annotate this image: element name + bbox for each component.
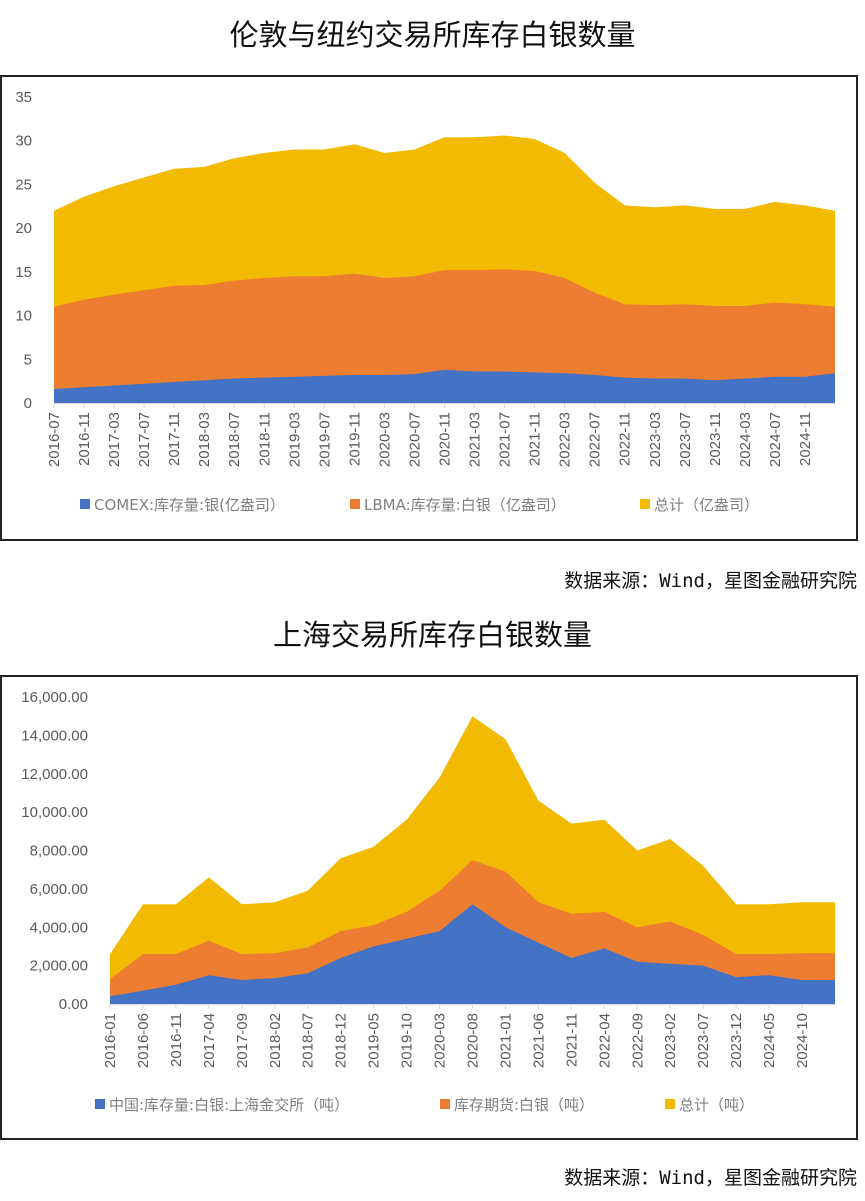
x-tick-label: 2017-07 [136,412,153,467]
y-tick-label: 15 [15,264,32,281]
legend-swatch-3 [665,1099,675,1109]
x-tick-label: 2017-04 [201,1013,218,1068]
x-tick-label: 2024-07 [767,412,784,467]
chart-2-source: 数据来源：Wind，星图金融研究院 [564,1167,857,1189]
y-tick-label: 0 [24,395,32,412]
x-tick-label: 2024-05 [761,1013,778,1068]
y-tick-label: 20 [15,220,32,237]
x-tick-label: 2022-09 [629,1013,646,1068]
x-tick-label: 2024-03 [737,412,754,467]
legend-swatch-2 [350,499,360,509]
x-tick-label: 2023-02 [662,1013,679,1068]
y-tick-label: 6,000.00 [30,881,88,898]
chart-2-title: 上海交易所库存白银数量 [272,618,592,652]
x-tick-label: 2020-03 [432,1013,449,1068]
x-tick-label: 2016-11 [76,412,93,466]
x-tick-label: 2021-11 [563,1013,580,1067]
x-tick-label: 2023-07 [677,412,694,467]
x-tick-label: 2019-05 [366,1013,383,1068]
x-tick-label: 2023-03 [647,412,664,467]
y-tick-label: 4,000.00 [30,919,88,936]
legend-swatch-1 [80,499,90,509]
x-tick-label: 2016-06 [135,1013,152,1068]
legend-swatch-3 [640,499,650,509]
y-tick-label: 30 [15,133,32,150]
chart-1-title: 伦敦与纽约交易所库存白银数量 [229,18,636,52]
legend-label-3: 总计（吨） [679,1096,754,1114]
x-tick-label: 2020-07 [406,412,423,467]
x-tick-label: 2018-07 [300,1013,317,1068]
x-tick-label: 2018-03 [196,412,213,467]
legend-swatch-2 [440,1099,450,1109]
x-tick-label: 2020-11 [437,412,454,466]
x-tick-label: 2021-07 [497,412,514,467]
x-tick-label: 2017-09 [234,1013,251,1068]
x-tick-label: 2018-07 [226,412,243,467]
y-tick-label: 16,000.00 [21,689,88,706]
legend-label-1: COMEX:库存量:银(亿盎司） [94,496,285,514]
x-tick-label: 2019-03 [286,412,303,467]
x-tick-label: 2019-07 [316,412,333,467]
x-tick-label: 2018-11 [256,412,273,466]
x-tick-label: 2022-07 [587,412,604,467]
x-tick-label: 2017-11 [166,412,183,466]
y-tick-label: 0.00 [59,996,88,1013]
x-tick-label: 2024-11 [797,412,814,466]
y-tick-label: 5 [24,351,32,368]
legend-label-3: 总计（亿盎司） [654,496,759,514]
x-tick-label: 2021-01 [497,1013,514,1068]
x-tick-label: 2020-03 [376,412,393,467]
legend-label-2: 库存期货:白银（吨） [454,1096,594,1114]
x-tick-label: 2023-11 [707,412,724,466]
x-tick-label: 2016-11 [168,1013,185,1067]
x-tick-label: 2018-12 [333,1013,350,1068]
x-tick-label: 2022-11 [617,412,634,466]
y-tick-label: 2,000.00 [30,958,88,975]
x-tick-label: 2020-08 [465,1013,482,1068]
x-tick-label: 2017-03 [106,412,123,467]
legend-swatch-1 [95,1099,105,1109]
y-tick-label: 10 [15,308,32,325]
x-tick-label: 2019-11 [346,412,363,466]
x-tick-label: 2021-03 [467,412,484,467]
area-series-1 [54,369,835,403]
y-tick-label: 8,000.00 [30,843,88,860]
legend-label-1: 中国:库存量:白银:上海金交所（吨） [109,1096,349,1114]
chart-1-source: 数据来源：Wind，星图金融研究院 [564,570,857,592]
y-tick-label: 10,000.00 [21,804,88,821]
y-tick-label: 14,000.00 [21,727,88,744]
x-tick-label: 2022-04 [596,1013,613,1068]
area-series-1 [110,904,835,1004]
x-tick-label: 2021-06 [530,1013,547,1068]
legend-label-2: LBMA:库存量:白银（亿盎司） [364,496,566,514]
area-series-2 [54,269,835,403]
x-tick-label: 2019-10 [399,1013,416,1068]
chart-1-svg: 0 5 10 15 20 25 30 35 2016-07 2016-11 2017-03 2017-… [15,89,835,514]
x-tick-label: 2023-07 [695,1013,712,1068]
x-tick-label: 2023-12 [728,1013,745,1068]
y-tick-label: 25 [15,176,32,193]
x-tick-label: 2022-03 [557,412,574,467]
x-tick-label: 2016-01 [102,1013,119,1068]
x-tick-label: 2024-10 [794,1013,811,1068]
x-tick-label: 2016-07 [46,412,63,467]
x-tick-label: 2018-02 [267,1013,284,1068]
y-tick-label: 12,000.00 [21,766,88,783]
x-tick-label: 2021-11 [527,412,544,466]
y-tick-label: 35 [15,89,32,106]
